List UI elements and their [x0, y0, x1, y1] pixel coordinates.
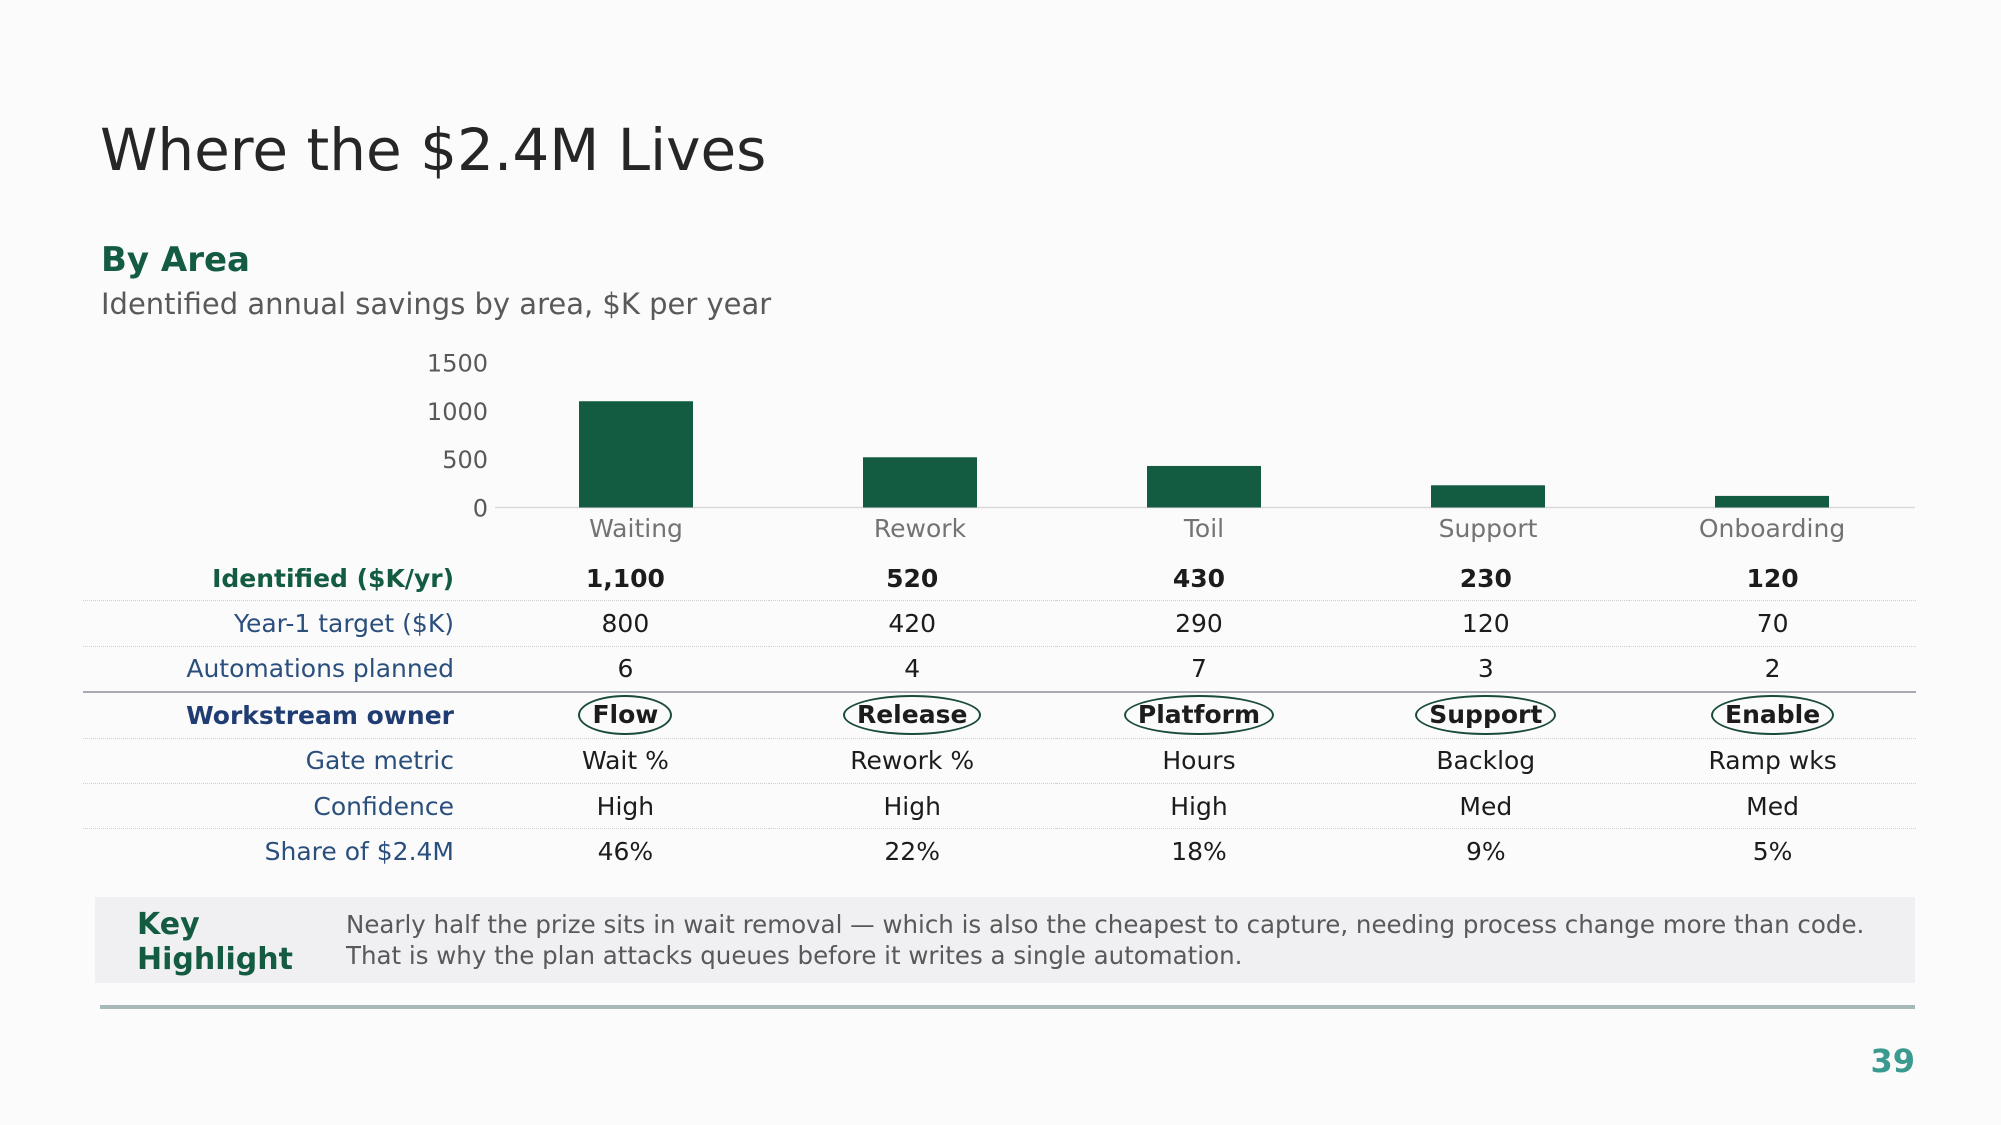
table-cell: Wait % [482, 738, 769, 784]
table-row-share: Share of $2.4M 46% 22% 18% 9% 5% [83, 829, 1916, 874]
table-cell: Med [1342, 783, 1630, 830]
bar-onboarding [1715, 495, 1829, 508]
slide-title: Where the $2.4M Lives [100, 116, 767, 184]
table-cell: 3 [1342, 646, 1630, 694]
x-tick-label: Waiting [589, 514, 683, 543]
table-cell: 520 [768, 556, 1056, 602]
chart-subtitle: Identified annual savings by area, $K pe… [101, 287, 772, 321]
table-cell: 9% [1465, 837, 1506, 867]
table-cell: Support [1342, 692, 1630, 739]
table-cell: 800 [482, 600, 769, 647]
row-label: Identified ($K/yr) [83, 556, 482, 602]
table-cell: 46% [597, 837, 654, 867]
table-cell: 4 [768, 646, 1056, 694]
row-label: Workstream owner [83, 692, 482, 739]
table-cell: 1,100 [482, 556, 769, 602]
x-tick-label: Onboarding [1699, 514, 1845, 543]
section-heading: By Area [101, 240, 250, 280]
row-label: Automations planned [83, 646, 482, 694]
table-cell: Rework % [768, 738, 1056, 784]
table-cell: 6 [482, 646, 769, 694]
page-number: 39 [1870, 1042, 1915, 1080]
owner-badge: Release [842, 695, 982, 736]
table-cell: Flow [482, 692, 769, 739]
table-row-gate-metric: Gate metric Wait % Rework % Hours Backlo… [83, 738, 1916, 784]
table-cell: 230 [1342, 556, 1630, 602]
table-row-confidence: Confidence High High High Med Med [83, 783, 1916, 830]
y-tick-label: 0 [473, 495, 488, 523]
bar-waiting [579, 401, 693, 508]
table-cell: 120 [1342, 600, 1630, 647]
table-row-identified: Identified ($K/yr) 1,100 520 430 230 120 [83, 556, 1916, 602]
x-tick-label: Toil [1183, 514, 1224, 543]
bar-support [1431, 485, 1545, 508]
owner-badge: Platform [1123, 695, 1275, 736]
table-cell: 5% [1752, 837, 1793, 867]
x-tick-label: Support [1439, 514, 1538, 543]
table-row-workstream-owner: Workstream owner Flow Release Platform S… [83, 692, 1916, 739]
table-cell: Ramp wks [1629, 738, 1916, 784]
table-cell: 120 [1629, 556, 1916, 602]
table-row-automations: Automations planned 6 4 7 3 2 [83, 646, 1916, 694]
table-cell: Backlog [1342, 738, 1630, 784]
table-cell: Platform [1055, 692, 1343, 739]
key-highlight-label: Key Highlight [137, 907, 293, 977]
table-cell: 7 [1055, 646, 1343, 694]
row-label: Year-1 target ($K) [83, 600, 482, 647]
owner-badge: Enable [1711, 695, 1835, 736]
table-cell: 290 [1055, 600, 1343, 647]
footer-divider [100, 1005, 1915, 1009]
bar-toil [1147, 465, 1261, 508]
table-cell: High [1055, 783, 1343, 830]
bar-rework [863, 457, 977, 508]
table-cell: 2 [1629, 646, 1916, 694]
y-tick-label: 500 [442, 446, 488, 474]
table-cell: 430 [1055, 556, 1343, 602]
table-cell: 18% [1171, 837, 1227, 867]
area-metrics-table: Identified ($K/yr) 1,100 520 430 230 120… [83, 556, 1916, 874]
row-label: Gate metric [83, 738, 482, 784]
owner-badge: Support [1415, 695, 1557, 736]
table-row-year1-target: Year-1 target ($K) 800 420 290 120 70 [83, 600, 1916, 647]
table-cell: 420 [768, 600, 1056, 647]
y-tick-label: 1500 [427, 350, 488, 378]
key-highlight-text: Nearly half the prize sits in wait remov… [346, 910, 1865, 970]
table-cell: High [482, 783, 769, 830]
y-tick-label: 1000 [427, 398, 488, 426]
table-cell: Release [768, 692, 1056, 739]
table-cell: Med [1629, 783, 1916, 830]
table-cell: 22% [884, 837, 940, 867]
owner-badge: Flow [578, 695, 673, 736]
key-highlight-box: Key Highlight Nearly half the prize sits… [95, 897, 1915, 983]
table-cell: Hours [1055, 738, 1343, 784]
row-label: Share of $2.4M [264, 837, 454, 867]
savings-bar-chart: 0 500 1000 1500 Waiting Rework Toil Support Onbo… [427, 350, 1915, 543]
table-cell: 70 [1629, 600, 1916, 647]
table-cell: High [768, 783, 1056, 830]
table-cell: Enable [1629, 692, 1916, 739]
x-tick-label: Rework [874, 514, 967, 543]
row-label: Confidence [83, 783, 482, 830]
